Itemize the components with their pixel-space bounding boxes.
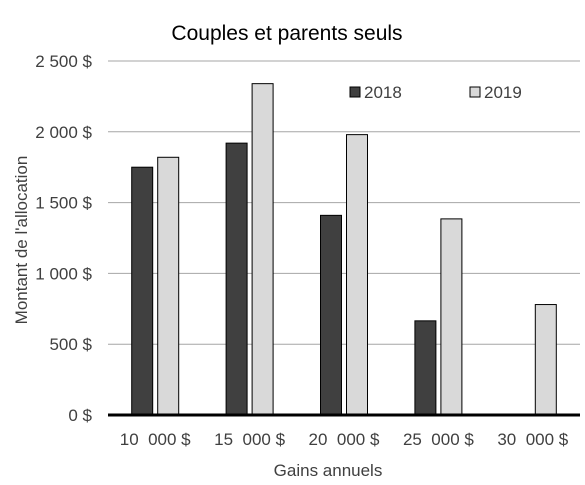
- x-tick-label: 15 000 $: [214, 430, 285, 449]
- bar-2018-4: [414, 320, 437, 416]
- bar-2018-3: [320, 214, 342, 416]
- y-tick-label: 500 $: [49, 335, 92, 354]
- x-tick-label: 20 000 $: [309, 430, 380, 449]
- y-tick-label: 0 $: [68, 406, 92, 425]
- x-axis-ticks: 10 000 $ 15 000 $ 20 000 $ 25 000 $ 30 000 $: [120, 430, 569, 449]
- y-tick-label: 1 000 $: [35, 264, 92, 283]
- legend-swatch-2018: [349, 86, 361, 98]
- bar-2018-2: [225, 142, 248, 416]
- x-axis-label: Gains annuels: [274, 461, 383, 480]
- y-tick-label: 1 500 $: [35, 194, 92, 213]
- gridlines: [108, 60, 580, 345]
- x-tick-label: 25 000 $: [403, 430, 474, 449]
- x-tick-label: 30 000 $: [497, 430, 568, 449]
- legend: 2018 2019: [349, 83, 522, 102]
- bars: [131, 83, 557, 416]
- bar-2019-4: [440, 218, 463, 416]
- bar-2019-1: [157, 156, 180, 416]
- y-axis-label: Montant de l'allocation: [12, 156, 31, 325]
- chart-title: Couples et parents seuls: [171, 22, 402, 45]
- bar-2018-1: [131, 166, 154, 416]
- legend-label-2018: 2018: [364, 83, 402, 102]
- y-tick-label: 2 000 $: [35, 123, 92, 142]
- y-axis-ticks: 0 $ 500 $ 1 000 $ 1 500 $ 2 000 $ 2 500 $: [35, 52, 92, 425]
- legend-label-2019: 2019: [484, 83, 522, 102]
- legend-swatch-2019: [469, 86, 481, 98]
- bar-2019-5: [534, 304, 557, 416]
- bar-2019-3: [346, 134, 368, 416]
- y-tick-label: 2 500 $: [35, 52, 92, 71]
- bar-2019-2: [251, 83, 274, 416]
- x-tick-label: 10 000 $: [120, 430, 191, 449]
